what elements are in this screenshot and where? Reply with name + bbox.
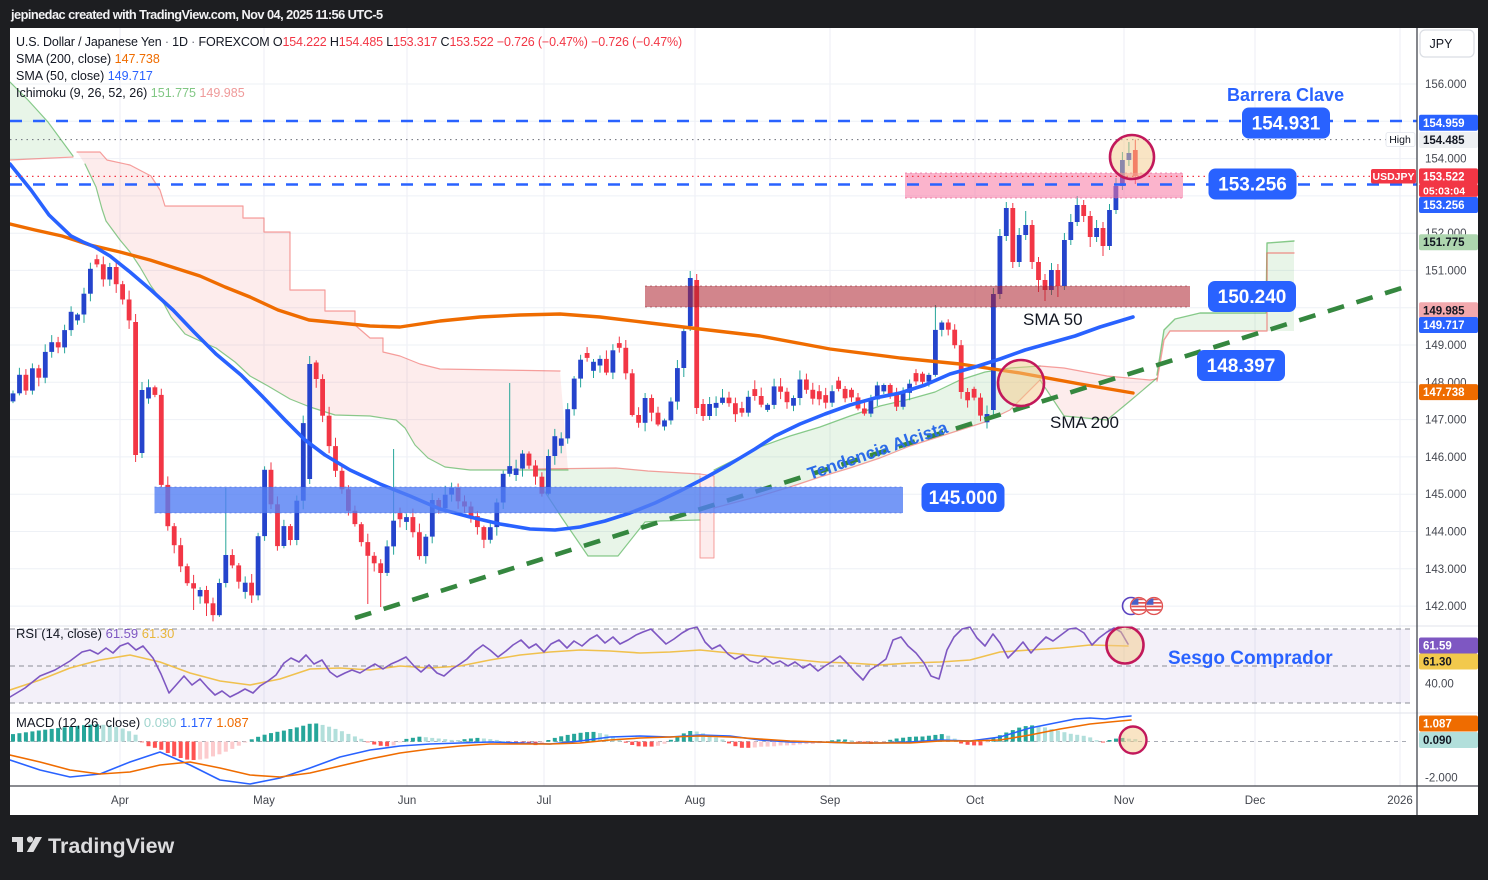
svg-text:61.30: 61.30 — [1423, 657, 1452, 669]
svg-text:153.256: 153.256 — [1218, 175, 1287, 196]
svg-text:150.240: 150.240 — [1218, 287, 1287, 308]
svg-text:05:03:04: 05:03:04 — [1423, 185, 1465, 197]
svg-text:151.775: 151.775 — [1423, 237, 1465, 249]
svg-text:Apr: Apr — [111, 795, 129, 807]
svg-text:SMA 200: SMA 200 — [1050, 413, 1119, 432]
svg-text:145.000: 145.000 — [1425, 489, 1467, 501]
svg-text:TradingView: TradingView — [48, 834, 175, 858]
svg-text:Jul: Jul — [537, 795, 552, 807]
svg-text:146.000: 146.000 — [1425, 452, 1467, 464]
svg-text:SMA (50, close) 149.717: SMA (50, close) 149.717 — [16, 69, 153, 83]
svg-text:40.00: 40.00 — [1425, 679, 1454, 691]
svg-text:142.000: 142.000 — [1425, 601, 1467, 613]
svg-text:May: May — [253, 795, 275, 807]
svg-text:MACD (12, 26, close) 0.090 1.: MACD (12, 26, close) 0.090 1.177 1.087 — [16, 715, 249, 730]
svg-text:149.985: 149.985 — [1423, 305, 1465, 317]
svg-text:148.397: 148.397 — [1207, 356, 1276, 377]
svg-text:Ichimoku (9, 26, 52, 26) 151.: Ichimoku (9, 26, 52, 26) 151.775 149.985 — [16, 86, 245, 100]
svg-text:153.522: 153.522 — [1423, 171, 1465, 183]
svg-text:145.000: 145.000 — [929, 488, 998, 509]
svg-text:Sesgo Comprador: Sesgo Comprador — [1168, 648, 1333, 669]
svg-text:jepinedac created with Trading: jepinedac created with TradingView.com, … — [10, 7, 383, 22]
svg-text:151.000: 151.000 — [1425, 265, 1467, 277]
svg-text:144.000: 144.000 — [1425, 527, 1467, 539]
svg-text:U.S. Dollar / Japanese Yen · 1: U.S. Dollar / Japanese Yen · 1D · FOREXC… — [16, 35, 682, 49]
svg-text:143.000: 143.000 — [1425, 564, 1467, 576]
svg-text:Nov: Nov — [1114, 795, 1135, 807]
svg-text:Aug: Aug — [685, 795, 705, 807]
svg-text:147.738: 147.738 — [1423, 387, 1465, 399]
svg-text:1.087: 1.087 — [1423, 719, 1452, 731]
svg-text:147.000: 147.000 — [1425, 415, 1467, 427]
svg-text:149.000: 149.000 — [1425, 340, 1467, 352]
svg-text:Sep: Sep — [820, 795, 840, 807]
svg-text:154.485: 154.485 — [1423, 135, 1465, 147]
svg-text:-2.000: -2.000 — [1425, 773, 1458, 785]
svg-text:USDJPY: USDJPY — [1372, 171, 1414, 183]
svg-text:Jun: Jun — [398, 795, 417, 807]
svg-text:Barrera Clave: Barrera Clave — [1227, 85, 1344, 105]
svg-text:SMA 50: SMA 50 — [1023, 310, 1083, 329]
svg-text:153.256: 153.256 — [1423, 200, 1465, 212]
svg-text:SMA (200, close) 147.738: SMA (200, close) 147.738 — [16, 52, 160, 66]
svg-text:61.59: 61.59 — [1423, 641, 1452, 653]
svg-text:2026: 2026 — [1387, 795, 1413, 807]
svg-text:Dec: Dec — [1245, 795, 1266, 807]
svg-text:154.931: 154.931 — [1252, 114, 1321, 135]
svg-text:RSI (14, close) 61.59 61.30: RSI (14, close) 61.59 61.30 — [16, 626, 174, 641]
svg-text:149.717: 149.717 — [1423, 320, 1465, 332]
svg-text:0.090: 0.090 — [1423, 735, 1452, 747]
svg-text:JPY: JPY — [1430, 37, 1454, 51]
svg-text:156.000: 156.000 — [1425, 79, 1467, 91]
svg-text:154.000: 154.000 — [1425, 154, 1467, 166]
svg-text:Oct: Oct — [966, 795, 985, 807]
svg-text:High: High — [1389, 134, 1411, 146]
svg-text:154.959: 154.959 — [1423, 118, 1465, 130]
